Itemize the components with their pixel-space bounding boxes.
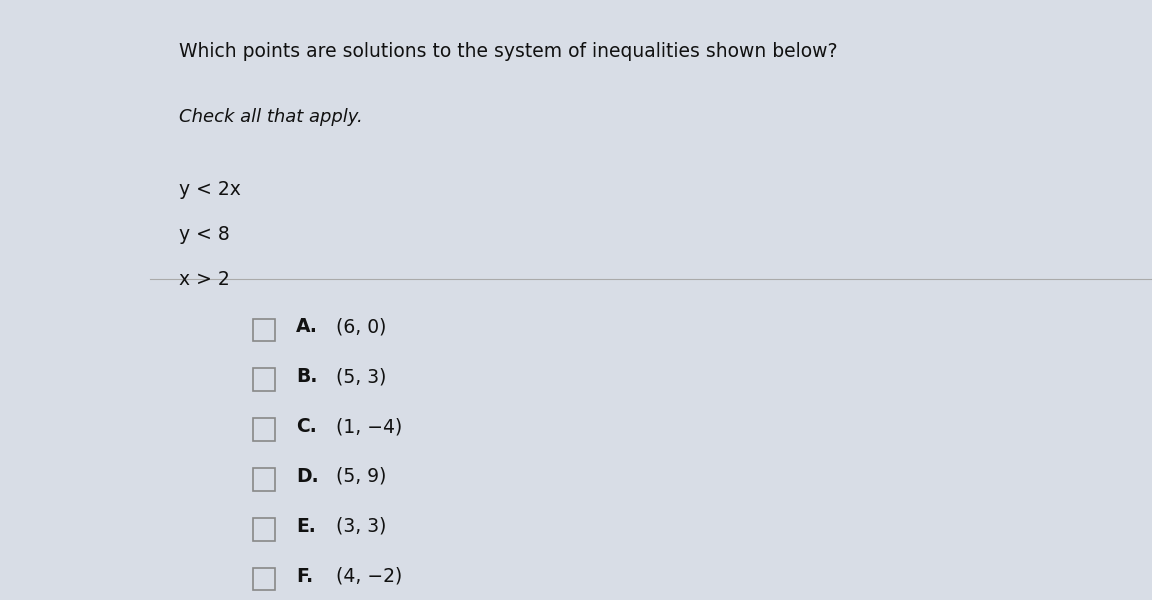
Text: B.: B.	[296, 367, 318, 386]
Bar	[253, 518, 275, 541]
Text: D.: D.	[296, 467, 319, 486]
Text: x > 2: x > 2	[179, 270, 229, 289]
Text: (6, 0): (6, 0)	[336, 317, 387, 337]
Text: E.: E.	[296, 517, 316, 536]
Bar	[253, 368, 275, 391]
Text: C.: C.	[296, 417, 317, 436]
Text: y < 8: y < 8	[179, 225, 229, 244]
Text: F.: F.	[296, 566, 313, 586]
Text: Check all that apply.: Check all that apply.	[179, 108, 363, 126]
Text: (3, 3): (3, 3)	[336, 517, 387, 536]
Text: (4, −2): (4, −2)	[336, 566, 403, 586]
Text: y < 2x: y < 2x	[179, 180, 241, 199]
Text: A.: A.	[296, 317, 318, 337]
Text: (5, 9): (5, 9)	[336, 467, 387, 486]
Text: (1, −4): (1, −4)	[336, 417, 403, 436]
Bar	[253, 468, 275, 491]
Text: Which points are solutions to the system of inequalities shown below?: Which points are solutions to the system…	[179, 42, 838, 61]
Bar	[253, 568, 275, 590]
Bar	[253, 319, 275, 341]
Bar	[253, 418, 275, 441]
Text: (5, 3): (5, 3)	[336, 367, 387, 386]
